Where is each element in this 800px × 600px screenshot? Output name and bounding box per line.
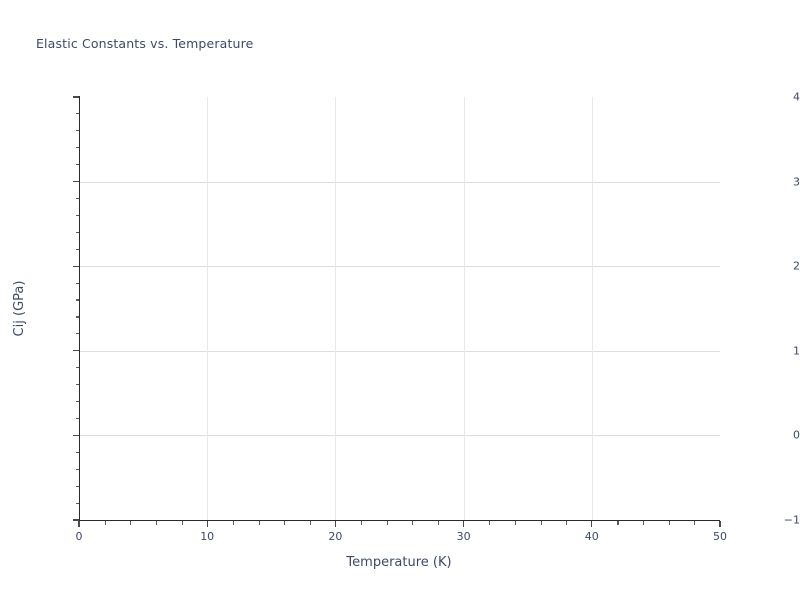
chart-title: Elastic Constants vs. Temperature xyxy=(36,36,254,51)
y-tick-minor xyxy=(75,451,79,453)
y-tick-minor xyxy=(75,130,79,132)
gridline-x-10 xyxy=(207,97,209,520)
x-tick-0 xyxy=(78,521,80,527)
y-tick-minor xyxy=(75,401,79,403)
y-tick-minor xyxy=(75,333,79,335)
x-tick-minor xyxy=(514,521,517,525)
x-tick-minor xyxy=(694,521,696,525)
y-tick-minor xyxy=(75,164,79,166)
y-tick-minor xyxy=(75,502,79,504)
y-tick-minor xyxy=(75,367,79,369)
gridline-x-40 xyxy=(591,97,593,520)
y-tick-4 xyxy=(73,96,79,98)
y-ticklabel-0: 0 xyxy=(793,428,800,442)
x-tick-minor xyxy=(643,521,645,525)
y-tick-minor xyxy=(75,468,79,470)
x-axis-label-text: Temperature (K) xyxy=(346,555,452,570)
x-tick-minor xyxy=(668,521,670,525)
x-ticklabel-50: 50 xyxy=(713,530,727,543)
y-tick-0 xyxy=(73,434,79,437)
y-tick-3 xyxy=(73,181,79,183)
gridline-y-1 xyxy=(79,350,720,352)
gridline-x-30 xyxy=(463,97,465,520)
y-tick-minor xyxy=(75,231,79,233)
x-tick-minor xyxy=(540,521,542,525)
x-tick-minor xyxy=(386,521,388,525)
y-ticklabel-4: 4 xyxy=(793,90,800,104)
x-tick-minor xyxy=(258,521,260,525)
y-tick-minor xyxy=(75,384,79,386)
gridline-y-0 xyxy=(79,435,720,437)
gridline-x-20 xyxy=(335,97,337,520)
y-ticklabel-3: 3 xyxy=(793,175,800,189)
x-tick-minor xyxy=(412,521,414,525)
x-tick-20 xyxy=(334,521,337,527)
y-tick-minor xyxy=(75,485,79,487)
x-ticklabel-0: 0 xyxy=(75,530,83,543)
x-ticklabel-10: 10 xyxy=(200,530,215,543)
x-tick-minor xyxy=(232,521,234,525)
gridline-y-2 xyxy=(79,266,720,268)
y-axis-spine xyxy=(79,96,81,521)
x-tick-minor xyxy=(181,521,183,525)
x-axis-spine xyxy=(79,519,720,521)
x-tick-minor xyxy=(104,521,106,525)
x-tick-minor xyxy=(437,521,440,525)
y-tick-minor xyxy=(75,197,79,200)
y-tick-2 xyxy=(73,265,79,267)
x-tick-minor xyxy=(130,521,132,525)
y-tick-neg1 xyxy=(73,519,79,521)
y-ticklabel-2: 2 xyxy=(793,259,800,273)
x-tick-40 xyxy=(591,521,593,527)
x-tick-minor xyxy=(309,521,311,525)
y-axis-label: Cij (GPa) xyxy=(12,280,27,337)
y-tick-1 xyxy=(73,350,79,352)
x-tick-10 xyxy=(206,521,208,527)
y-tick-minor xyxy=(75,248,79,250)
x-tick-minor xyxy=(361,521,363,525)
y-tick-minor xyxy=(75,282,79,284)
y-tick-minor xyxy=(75,299,79,301)
x-tick-minor xyxy=(489,521,491,525)
y-tick-minor xyxy=(75,417,79,420)
x-ticklabel-30: 30 xyxy=(456,530,471,543)
x-tick-minor xyxy=(155,521,158,525)
x-tick-30 xyxy=(463,521,465,527)
y-tick-minor xyxy=(75,316,79,318)
plot-area xyxy=(79,97,720,520)
x-tick-minor xyxy=(284,521,286,525)
x-axis-label: Temperature (K) xyxy=(0,555,800,570)
x-tick-minor xyxy=(617,521,619,525)
y-ticklabel-neg1: −1 xyxy=(783,513,800,527)
x-tick-minor xyxy=(566,521,568,525)
x-tick-50 xyxy=(719,521,721,527)
y-ticklabel-1: 1 xyxy=(793,344,800,358)
gridline-y-3 xyxy=(79,181,720,183)
y-tick-minor xyxy=(75,214,79,216)
x-ticklabel-40: 40 xyxy=(584,530,599,543)
x-ticklabel-20: 20 xyxy=(328,530,343,543)
y-tick-minor xyxy=(75,113,79,115)
y-tick-minor xyxy=(75,147,79,149)
